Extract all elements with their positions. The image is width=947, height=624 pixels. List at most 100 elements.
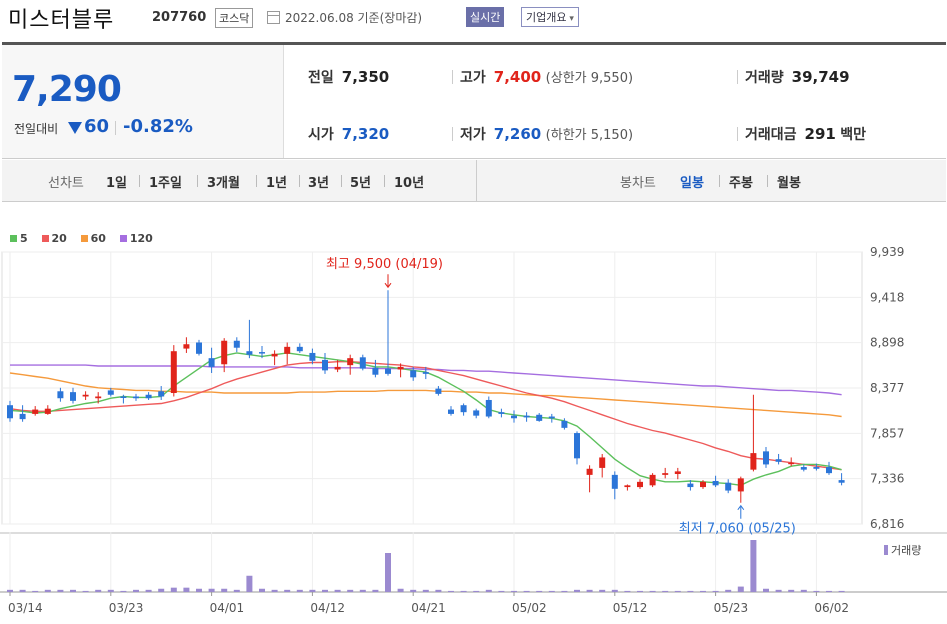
volume-bar xyxy=(574,589,580,592)
candle-body xyxy=(183,344,190,349)
volume-bar xyxy=(750,540,757,592)
period-separator xyxy=(767,175,768,187)
volume-bar xyxy=(170,587,177,592)
volume-bar xyxy=(448,590,454,592)
period-separator xyxy=(197,175,198,187)
volume-bar xyxy=(435,589,442,592)
period-divider xyxy=(476,160,477,202)
period-3m[interactable]: 3개월 xyxy=(207,176,240,191)
ma-legend: 5 20 60 120 xyxy=(10,232,163,245)
volume-bar xyxy=(359,589,366,592)
stock-header: 미스터블루 207760 코스닥 2022.06.08 기준(장마감) 실시간 … xyxy=(0,0,947,40)
volume-bar xyxy=(536,590,543,592)
volume-bar xyxy=(322,589,328,592)
candle-body xyxy=(435,388,442,394)
x-tick-label: 03/23 xyxy=(109,601,144,615)
volume-bar xyxy=(637,590,643,592)
candlestick-chart[interactable]: 9,939 9,418 8,898 8,377 7,857 7,336 6,816 03/14… xyxy=(0,244,947,624)
low-price: 저가 7,260 (하한가 5,150) xyxy=(460,124,633,144)
candle-weekly[interactable]: 주봉 xyxy=(729,176,753,191)
x-tick-label: 05/02 xyxy=(512,601,547,615)
volume-bar xyxy=(511,590,517,592)
period-1d[interactable]: 1일 xyxy=(106,176,128,191)
y-tick-label: 9,418 xyxy=(870,290,904,304)
candle-body xyxy=(637,481,643,488)
volume-bar xyxy=(624,590,631,592)
period-5y[interactable]: 5년 xyxy=(350,176,372,191)
volume-bar xyxy=(120,590,127,592)
period-separator xyxy=(719,175,720,187)
period-separator xyxy=(384,175,385,187)
current-price-box: 7,290 전일대비 60 -0.82% xyxy=(2,45,284,158)
candle-body xyxy=(611,474,618,489)
candle-body xyxy=(498,412,505,414)
legend-ma120-swatch xyxy=(119,235,127,242)
open-price: 시가 7,320 xyxy=(308,124,389,144)
volume-bar xyxy=(133,589,139,592)
candle-daily[interactable]: 일봉 xyxy=(680,176,704,191)
high-label: 고가 xyxy=(460,70,486,86)
volume-bar xyxy=(32,590,39,592)
candle-monthly[interactable]: 월봉 xyxy=(777,176,801,191)
period-selector: 선차트 1일 1주일 3개월 1년 3년 5년 10년 봉차트 일봉 주봉 월봉 xyxy=(2,160,946,202)
candle-body xyxy=(44,408,51,414)
volume-bar xyxy=(485,589,492,592)
candle-body xyxy=(687,483,694,488)
volume: 거래량 39,749 xyxy=(745,67,850,87)
candle-body xyxy=(460,405,467,413)
low-value: 7,260 xyxy=(493,125,542,143)
x-tick-label: 04/01 xyxy=(210,601,245,615)
candle-body xyxy=(271,353,278,357)
candle-body xyxy=(548,416,555,419)
high-annotation: 최고 9,500 (04/19) xyxy=(326,257,443,272)
period-3y[interactable]: 3년 xyxy=(308,176,330,191)
candle-body xyxy=(422,372,429,374)
volume-bar xyxy=(259,588,265,592)
x-tick-label: 04/21 xyxy=(411,601,446,615)
y-tick-label: 7,336 xyxy=(870,472,904,486)
volume-bar xyxy=(649,590,656,592)
stock-name: 미스터블루 xyxy=(8,8,115,33)
candle-body xyxy=(397,366,404,370)
company-overview-button[interactable]: 기업개요 xyxy=(521,7,579,27)
candle-body xyxy=(233,340,240,348)
y-tick-label: 7,857 xyxy=(870,426,904,440)
volume-bar xyxy=(599,589,606,592)
x-tick-label: 03/14 xyxy=(8,601,43,615)
candle-body xyxy=(296,346,303,352)
change-value: 60 xyxy=(84,116,110,137)
period-1y[interactable]: 1년 xyxy=(266,176,288,191)
volume-bar xyxy=(410,589,417,592)
volume-bar xyxy=(674,590,681,592)
upper-limit: (상한가 9,550) xyxy=(545,71,634,86)
volume-bar xyxy=(788,589,795,592)
period-1w[interactable]: 1주일 xyxy=(149,176,182,191)
amount-unit: 백만 xyxy=(840,127,867,143)
candle-body xyxy=(485,399,492,417)
line-chart-label: 선차트 xyxy=(48,176,84,191)
candle-body xyxy=(95,396,102,399)
candle-body xyxy=(574,433,580,459)
volume-bar xyxy=(95,589,102,592)
volume-bar xyxy=(145,589,152,592)
legend-ma20[interactable]: 20 xyxy=(41,232,67,245)
volume-bar xyxy=(183,587,190,592)
volume-bar xyxy=(107,589,114,592)
legend-ma120[interactable]: 120 xyxy=(119,232,153,245)
candle-body xyxy=(838,480,845,483)
legend-ma20-label: 20 xyxy=(51,232,67,245)
candle-body xyxy=(120,396,127,398)
candle-body xyxy=(221,340,228,365)
legend-ma60[interactable]: 60 xyxy=(80,232,106,245)
volume-label: 거래량 xyxy=(745,70,784,86)
legend-ma5[interactable]: 5 xyxy=(10,232,28,245)
realtime-button[interactable]: 실시간 xyxy=(466,7,505,27)
period-10y[interactable]: 10년 xyxy=(394,176,425,191)
legend-ma5-label: 5 xyxy=(20,232,28,245)
volume-bar xyxy=(422,589,429,592)
legend-ma120-label: 120 xyxy=(129,232,153,245)
volume-bar xyxy=(246,575,253,592)
volume-bar xyxy=(460,590,467,592)
volume-bar xyxy=(284,589,291,592)
candle-body xyxy=(19,413,26,420)
